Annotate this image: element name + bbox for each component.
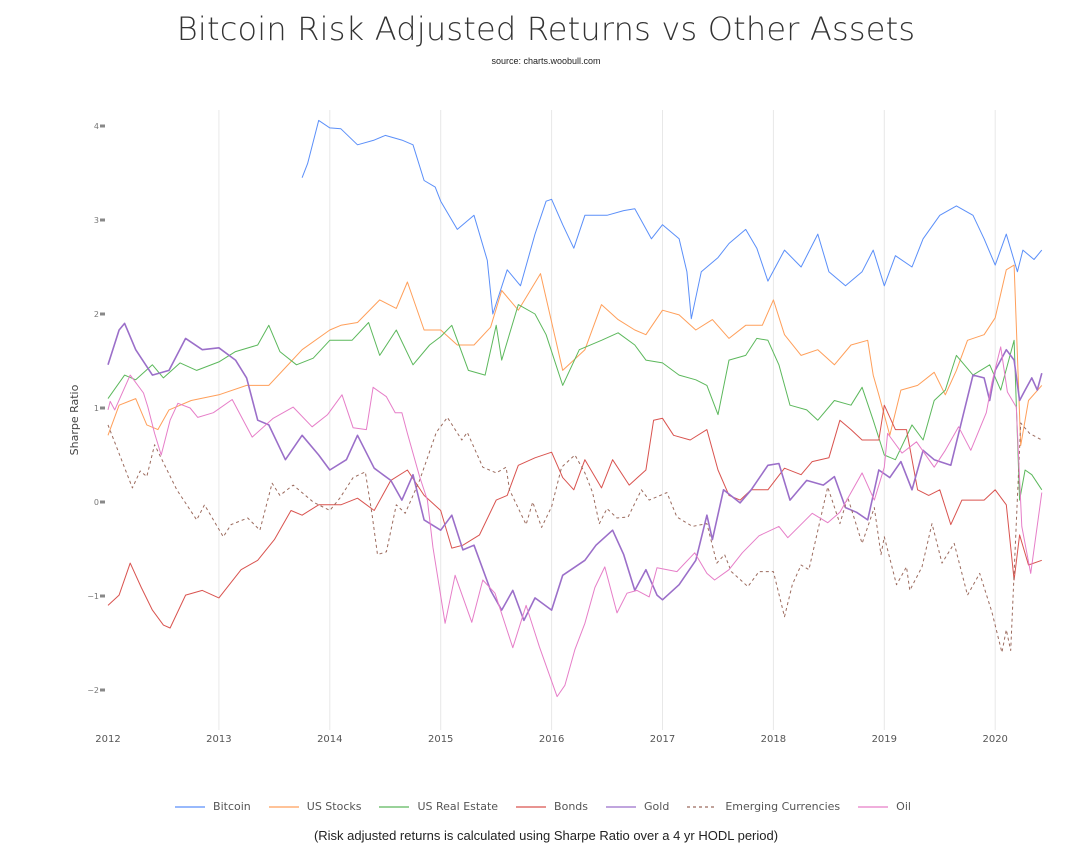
legend-item[interactable]: US Real Estate	[379, 800, 498, 813]
y-tick-mark	[100, 312, 105, 316]
y-tick-mark	[100, 688, 105, 692]
legend-swatch	[516, 805, 547, 808]
x-tick-label: 2013	[206, 734, 231, 745]
legend-swatch	[858, 805, 889, 808]
series-line-bonds	[107, 404, 1042, 629]
series-line-us-real-estate	[107, 304, 1043, 501]
y-tick-label: 1	[94, 404, 99, 413]
x-tick-label: 2016	[539, 734, 564, 745]
series-line-emerging-currencies	[107, 416, 1043, 653]
x-tick-label: 2015	[428, 734, 453, 745]
legend-label: Bonds	[554, 800, 589, 813]
legend-item[interactable]: Gold	[606, 800, 669, 813]
legend-label: US Stocks	[306, 800, 362, 813]
x-tick-label: 2020	[982, 734, 1007, 745]
series-line-us-stocks	[107, 264, 1043, 447]
y-tick-label: 0	[94, 498, 99, 507]
legend-swatch	[379, 805, 410, 808]
y-tick-label: −1	[87, 592, 99, 601]
x-tick-label: 2014	[317, 734, 342, 745]
x-tick-label: 2019	[872, 734, 897, 745]
series-line-oil	[107, 346, 1043, 698]
y-tick-label: 2	[94, 310, 99, 319]
chart-subtitle: source: charts.woobull.com	[491, 56, 601, 66]
legend-item[interactable]: US Stocks	[268, 800, 362, 813]
y-axis: 4 3 2 1 0 −1 −2	[87, 122, 105, 695]
footnote: (Risk adjusted returns is calculated usi…	[313, 828, 779, 843]
y-tick-label: 4	[94, 122, 99, 131]
legend-label: US Real Estate	[417, 800, 499, 813]
y-tick-mark	[100, 124, 105, 128]
x-tick-label: 2012	[95, 734, 120, 745]
legend-item[interactable]: Bitcoin	[175, 800, 251, 813]
legend-label: Gold	[644, 800, 670, 813]
gridlines	[218, 110, 996, 730]
y-tick-label: −2	[87, 686, 99, 695]
y-tick-mark	[100, 594, 105, 598]
x-tick-label: 2017	[650, 734, 675, 745]
legend-swatch	[175, 805, 206, 808]
series-line-gold	[107, 322, 1043, 622]
y-tick-mark	[100, 406, 105, 410]
series-lines	[107, 119, 1043, 698]
y-axis-label: Sharpe Ratio	[68, 384, 81, 455]
legend-swatch	[268, 805, 299, 808]
legend-item[interactable]: Oil	[858, 800, 911, 813]
series-line-bitcoin	[301, 119, 1043, 320]
legend-label: Oil	[896, 800, 911, 813]
y-tick-mark	[100, 218, 105, 222]
legend-swatch	[606, 805, 637, 808]
legend-label: Bitcoin	[213, 800, 251, 813]
x-axis: 2012 2013 2014 2015 2016 2017 2018 2019 2020	[95, 734, 1008, 745]
legend-swatch	[687, 805, 718, 808]
legend-label: Emerging Currencies	[725, 800, 841, 813]
x-tick-label: 2018	[761, 734, 786, 745]
chart-title: Bitcoin Risk Adjusted Returns vs Other A…	[176, 10, 916, 48]
legend-item[interactable]: Bonds	[516, 800, 588, 813]
y-tick-mark	[100, 500, 105, 504]
legend: Bitcoin US Stocks US Real Estate Bonds Gold E…	[0, 800, 1092, 813]
legend-item[interactable]: Emerging Currencies	[687, 800, 840, 813]
y-tick-label: 3	[94, 216, 99, 225]
